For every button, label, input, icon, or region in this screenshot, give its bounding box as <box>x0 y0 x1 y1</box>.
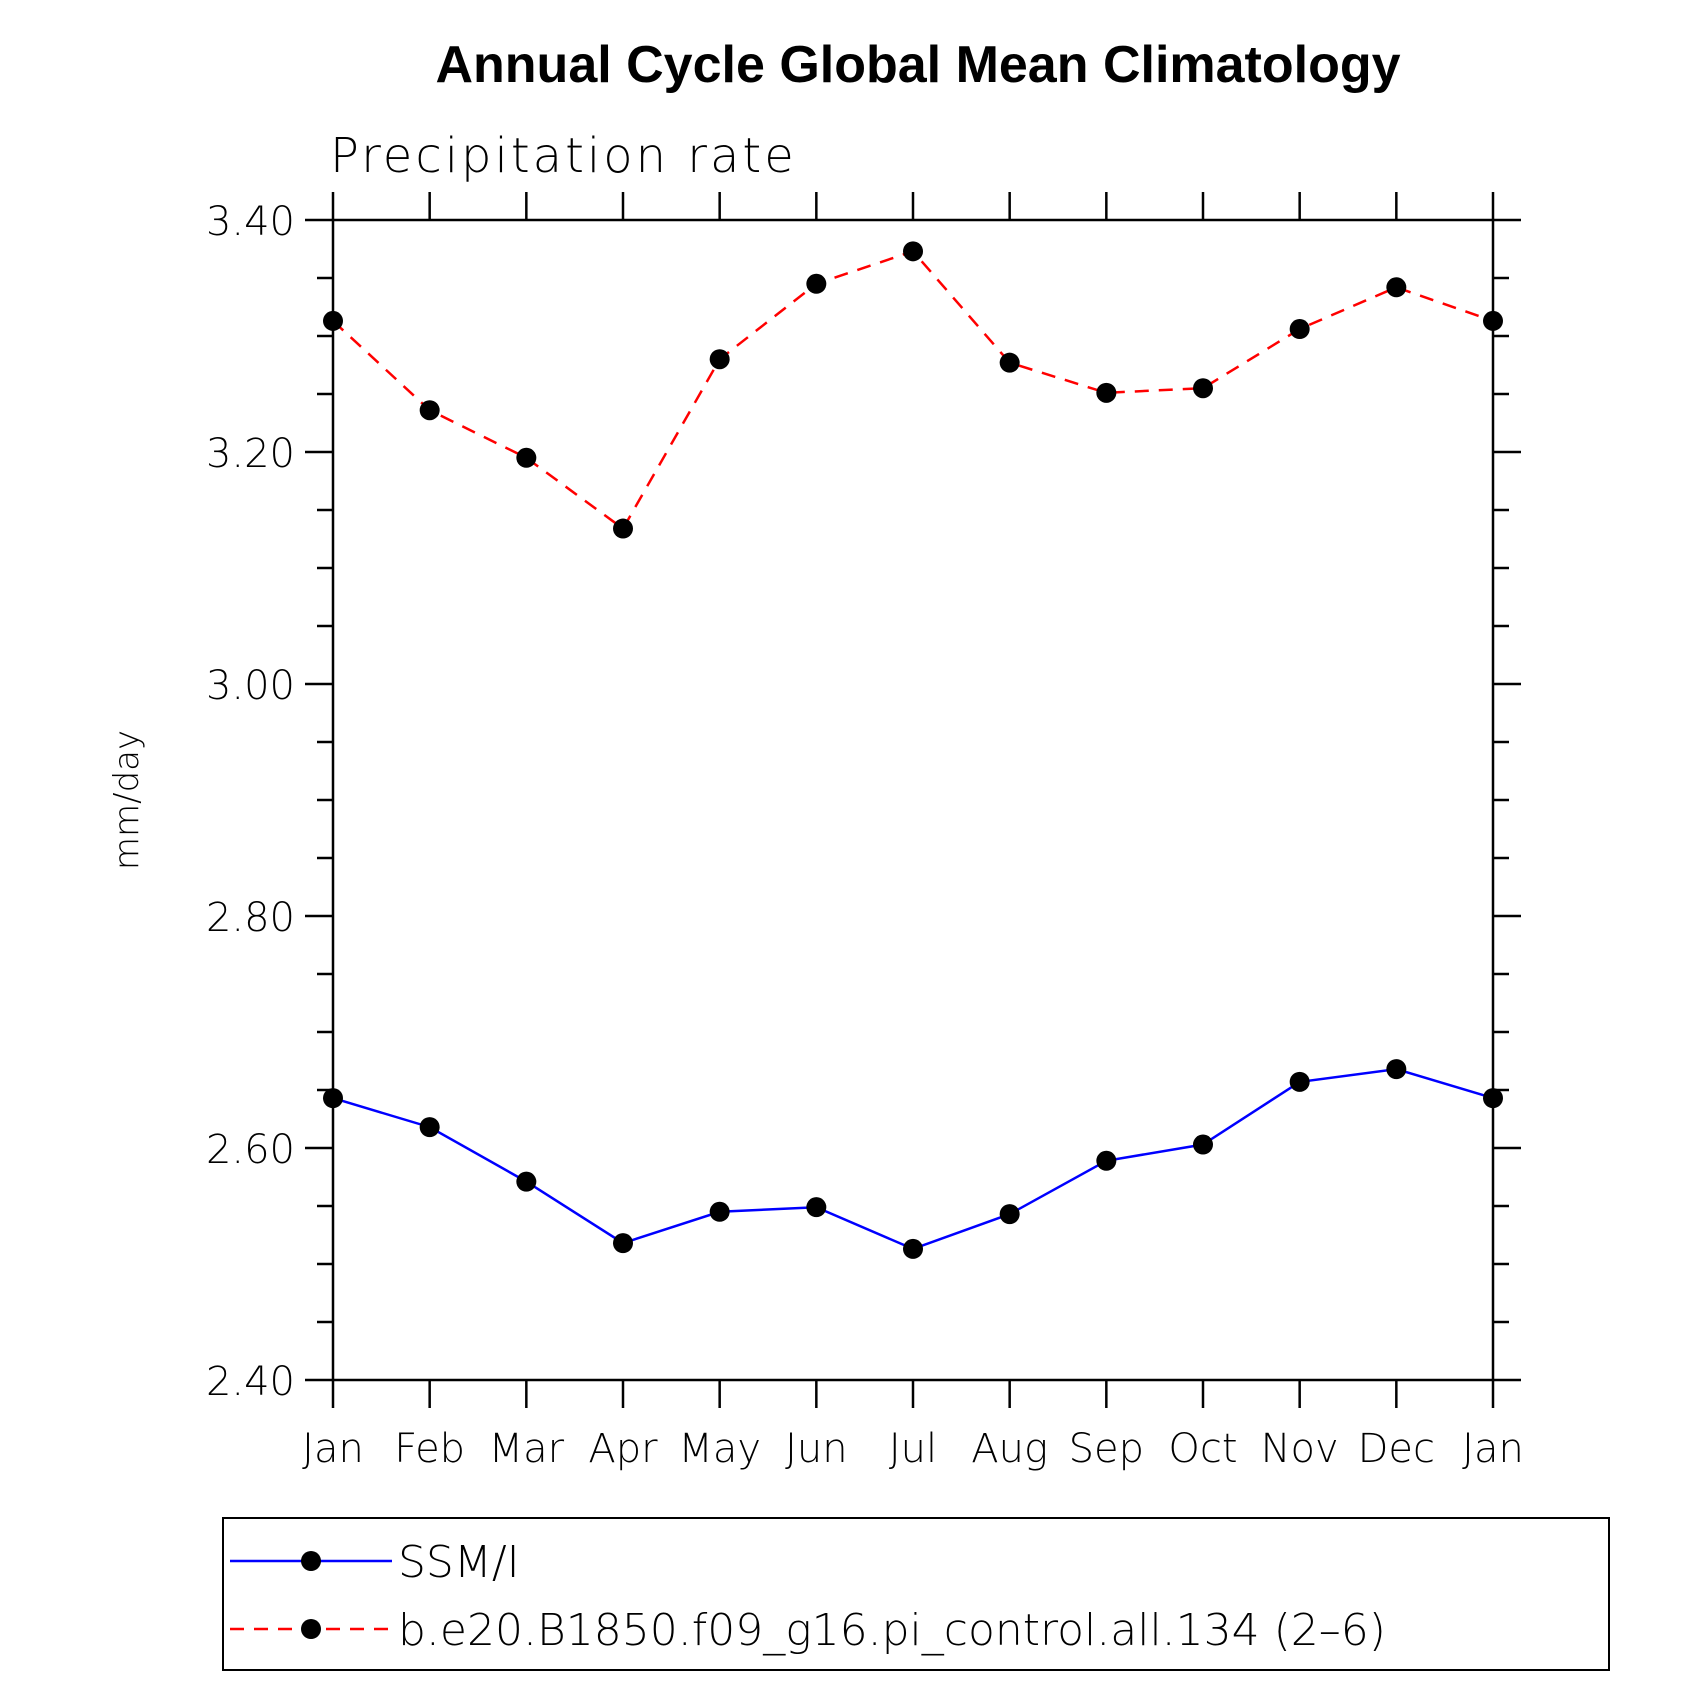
legend-label-0: SSM/I <box>398 1537 520 1588</box>
x-tick-label: Oct <box>1168 1426 1237 1472</box>
chart-subtitle: Precipitation rate <box>330 128 797 184</box>
x-tick-label: Apr <box>588 1426 658 1472</box>
series-line <box>332 249 1494 531</box>
data-point <box>903 241 923 262</box>
data-point <box>1289 319 1310 340</box>
data-point <box>1386 277 1407 298</box>
data-point <box>1193 1134 1213 1155</box>
x-tick-label: Aug <box>971 1426 1048 1472</box>
data-point <box>1483 310 1503 331</box>
series-layer <box>323 241 1503 1259</box>
y-tick-label: 2.80 <box>206 895 295 941</box>
y-tick-label: 3.40 <box>206 199 295 245</box>
data-point <box>516 447 537 468</box>
data-point <box>709 349 730 370</box>
legend-marker-0 <box>301 1551 321 1571</box>
data-point <box>709 1201 730 1222</box>
legend-label-1: b.e20.B1850.f09_g16.pi_control.all.134 (… <box>398 1605 1386 1656</box>
legend: SSM/I b.e20.B1850.f09_g16.pi_control.all.… <box>222 1517 1610 1671</box>
x-tick-label: Dec <box>1358 1426 1435 1472</box>
data-point <box>1289 1071 1310 1092</box>
y-tick-label: 3.00 <box>206 663 295 709</box>
data-point <box>1096 1150 1117 1171</box>
data-point <box>613 1233 633 1254</box>
axes: Jan Feb Mar Apr May Jun Jul Aug Sep Oct Nov Dec Jan2… <box>206 192 1524 1472</box>
data-point <box>806 1197 827 1218</box>
data-point <box>1193 378 1213 399</box>
series-1 <box>323 241 1503 539</box>
data-point <box>613 518 633 539</box>
series-line <box>332 1067 1494 1251</box>
data-point <box>999 352 1020 373</box>
legend-box <box>222 1517 1610 1671</box>
series-0 <box>323 1059 1503 1259</box>
data-point <box>323 1088 343 1109</box>
y-tick-label: 2.40 <box>206 1359 295 1405</box>
data-point <box>999 1204 1020 1225</box>
data-point <box>1386 1059 1407 1080</box>
y-tick-label: 2.60 <box>206 1127 295 1173</box>
data-point <box>806 273 827 294</box>
x-tick-label: Mar <box>489 1426 565 1472</box>
data-point <box>419 1117 440 1138</box>
data-point <box>903 1238 923 1259</box>
x-tick-label: Jan <box>302 1426 364 1472</box>
data-point <box>1483 1088 1503 1109</box>
x-tick-label: Sep <box>1069 1426 1144 1472</box>
plot-frame <box>331 218 1495 1382</box>
x-tick-label: May <box>678 1426 761 1472</box>
data-point <box>419 400 440 421</box>
x-tick-label: Jun <box>785 1426 848 1472</box>
x-tick-label: Feb <box>394 1426 465 1472</box>
legend-marker-1 <box>301 1619 321 1639</box>
y-axis-label: mm/day <box>107 730 147 870</box>
y-tick-label: 3.20 <box>206 431 295 477</box>
data-point <box>323 310 343 331</box>
data-point <box>516 1171 537 1192</box>
x-tick-label: Jan <box>1462 1426 1524 1472</box>
data-point <box>1096 382 1117 403</box>
x-tick-label: Nov <box>1261 1426 1339 1472</box>
chart-title: Annual Cycle Global Mean Climatology <box>435 36 1400 94</box>
x-tick-label: Jul <box>889 1426 937 1472</box>
